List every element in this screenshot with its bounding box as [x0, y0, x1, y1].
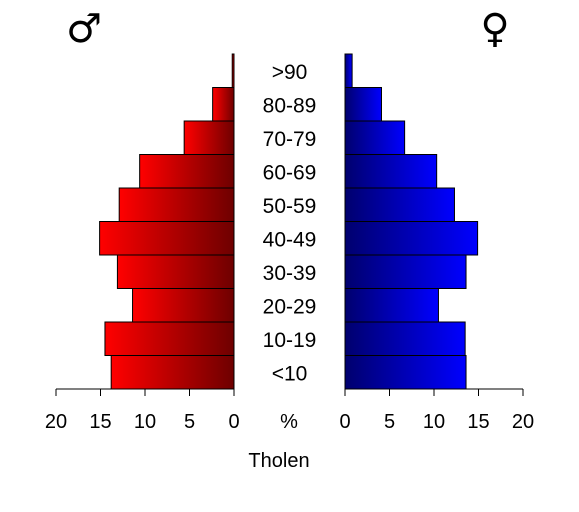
age-group-label: 20-29: [263, 295, 317, 318]
female-bar: [344, 87, 382, 122]
female-bar: [344, 355, 467, 390]
female-bars: [344, 53, 479, 390]
female-bar: [344, 288, 439, 323]
male-bar: [104, 321, 235, 356]
female-bar: [344, 321, 466, 356]
left-tick-label: 20: [45, 411, 67, 433]
left-tick-label: 5: [184, 411, 195, 433]
age-group-label: >90: [272, 61, 308, 84]
age-group-label: 70-79: [263, 128, 317, 151]
female-bar: [344, 120, 406, 155]
age-group-label: 50-59: [263, 195, 317, 218]
right-tick-label: 15: [467, 411, 489, 433]
unit-label: %: [280, 411, 298, 433]
age-group-label: 80-89: [263, 94, 317, 117]
male-bar: [183, 120, 235, 155]
male-bars: [99, 53, 235, 390]
right-tick-label: 10: [423, 411, 445, 433]
age-group-label: <10: [272, 362, 308, 385]
male-bar: [118, 187, 235, 222]
male-symbol: ♂: [66, 6, 102, 52]
male-bar: [99, 221, 235, 256]
male-bar: [132, 288, 235, 323]
male-bar: [212, 87, 235, 122]
female-bar: [344, 187, 455, 222]
age-group-label: 30-39: [263, 262, 317, 285]
right-tick-label: 5: [384, 411, 395, 433]
right-tick-label: 20: [512, 411, 534, 433]
left-tick-label: 0: [228, 411, 239, 433]
x-axis-title: Tholen: [248, 450, 309, 472]
right-tick-label: 0: [339, 411, 350, 433]
male-bar: [110, 355, 235, 390]
female-bar: [344, 154, 438, 189]
age-group-label: 40-49: [263, 228, 317, 251]
female-bar: [344, 254, 467, 289]
age-group-label: 60-69: [263, 161, 317, 184]
female-symbol: ♀: [480, 6, 509, 52]
male-bar: [139, 154, 235, 189]
left-tick-label: 10: [134, 411, 156, 433]
left-tick-label: 15: [89, 411, 111, 433]
female-bar: [344, 221, 479, 256]
age-group-label: 10-19: [263, 329, 317, 352]
female-bar: [344, 53, 353, 88]
left-x-axis: 0 5 10 15 20: [45, 388, 240, 433]
age-group-labels: <10 10-19 20-29 30-39 40-49 50-59 60-69 70-79 80…: [263, 61, 317, 386]
male-bar: [231, 53, 235, 88]
right-x-axis: 0 5 10 15 20: [339, 388, 534, 433]
male-bar: [116, 254, 235, 289]
